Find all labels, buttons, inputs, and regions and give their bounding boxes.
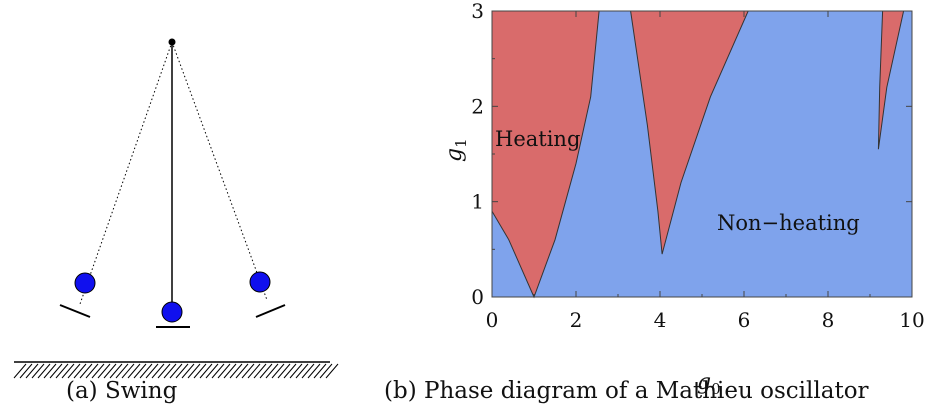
hatch-line [25,363,39,379]
ground-hatching [13,363,339,379]
hatch-line [163,363,177,379]
hatch-line [109,363,123,379]
hatch-line [313,363,327,379]
x-axis-label-base: g [697,370,711,395]
hatch-line [319,363,333,379]
hatch-line [307,363,321,379]
hatch-line [55,363,69,379]
hatch-line [157,363,171,379]
hatch-line [79,363,93,379]
hatch-line [91,363,105,379]
x-tick-label: 4 [654,308,667,332]
hatch-line [67,363,81,379]
x-tick-label: 2 [570,308,583,332]
hatch-line [247,363,261,379]
x-tick-label: 6 [738,308,751,332]
caption-swing: (a) Swing [66,378,178,404]
hatch-line [73,363,87,379]
non-heating-label: Non−heating [717,211,860,235]
hatch-line [181,363,195,379]
hatch-line [271,363,285,379]
x-axis-label: g0 [697,370,721,398]
hatch-line [223,363,237,379]
y-axis-label: g1 [442,138,470,162]
hatch-line [145,363,159,379]
hatch-line [205,363,219,379]
hatch-line [115,363,129,379]
swing-schematic [13,38,339,379]
hatch-line [121,363,135,379]
heating-regions [491,10,905,299]
hatch-line [325,363,339,379]
hatch-line [151,363,165,379]
y-tick-label: 1 [471,190,484,214]
hatch-line [235,363,249,379]
hatch-line [283,363,297,379]
y-axis-label-sub: 1 [452,138,470,148]
hatch-line [127,363,141,379]
hatch-line [13,363,27,379]
hatch-line [277,363,291,379]
pendulum-right-string [171,41,268,301]
pendulum-left-string [79,41,173,305]
hatch-line [169,363,183,379]
y-axis-label-base: g [442,148,467,162]
seat-right [255,304,286,318]
hatch-line [19,363,33,379]
y-tick-label: 0 [471,285,484,309]
hatch-line [103,363,117,379]
hatch-line [85,363,99,379]
hatch-line [253,363,267,379]
x-axis-label-sub: 0 [711,380,721,398]
hatch-line [211,363,225,379]
y-axis-ticks: 0 1 2 3 [471,0,912,309]
hatch-line [217,363,231,379]
hatch-line [295,363,309,379]
hatch-line [265,363,279,379]
hatch-line [199,363,213,379]
pivot-point [168,38,176,46]
hatch-line [43,363,57,379]
hatch-line [31,363,45,379]
y-tick-label: 2 [471,94,484,118]
hatch-line [61,363,75,379]
hatch-line [187,363,201,379]
hatch-line [193,363,207,379]
hatch-line [301,363,315,379]
bob-right [249,271,271,293]
hatch-line [229,363,243,379]
hatch-line [49,363,63,379]
hatch-line [175,363,189,379]
bob-left [74,272,96,294]
hatch-line [259,363,273,379]
x-tick-label: 10 [899,308,924,332]
caption-phase-diagram: (b) Phase diagram of a Mathieu oscillato… [384,378,869,404]
hatch-line [37,363,51,379]
x-axis-ticks: 0 2 4 6 8 10 [486,11,925,332]
hatch-line [289,363,303,379]
heating-tongue-1 [491,10,600,299]
heating-tongue-2 [630,10,749,255]
y-tick-label: 3 [471,0,484,23]
hatch-line [139,363,153,379]
hatch-line [241,363,255,379]
seat-left [59,304,91,318]
hatch-line [97,363,111,379]
heating-label: Heating [495,127,580,151]
x-tick-label: 0 [486,308,499,332]
hatch-line [133,363,147,379]
bob-center [161,301,183,323]
x-tick-label: 8 [822,308,835,332]
